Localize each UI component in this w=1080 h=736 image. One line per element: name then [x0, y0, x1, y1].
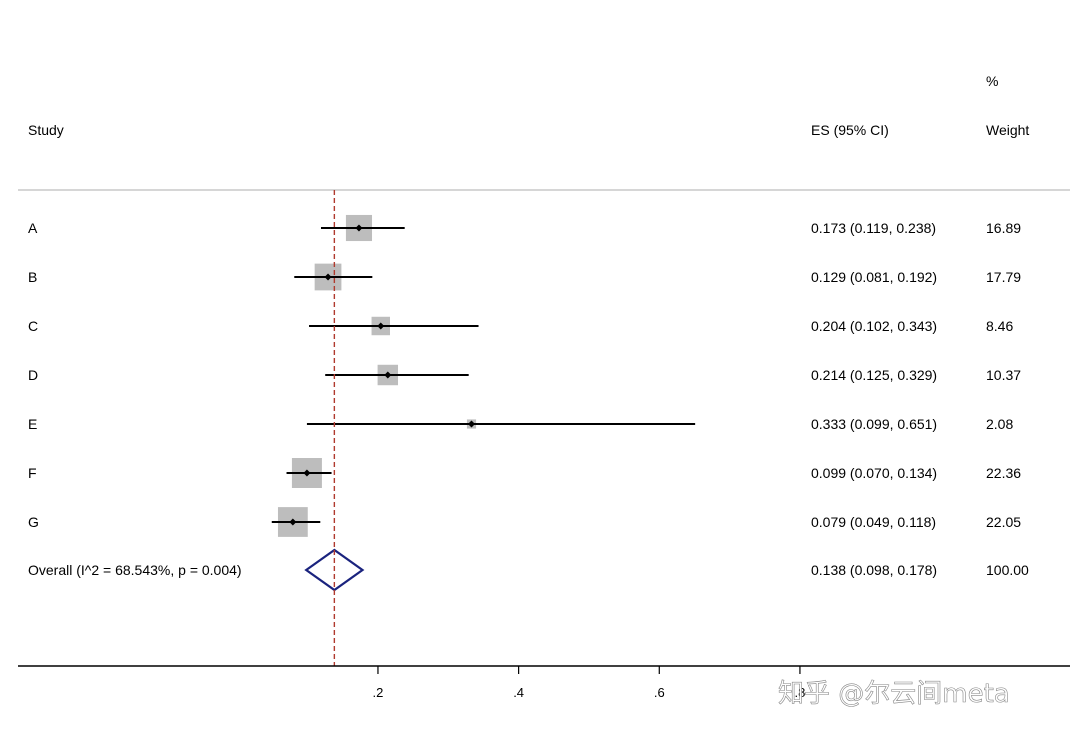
- overall-label: Overall (I^2 = 68.543%, p = 0.004): [28, 562, 242, 578]
- point-estimate-d: [384, 371, 392, 379]
- study-label-f: F: [28, 465, 37, 481]
- header-study: Study: [28, 122, 64, 138]
- study-weight-b: 17.79: [986, 269, 1021, 285]
- point-estimate-e: [467, 420, 475, 428]
- study-label-c: C: [28, 318, 38, 334]
- study-label-d: D: [28, 367, 38, 383]
- study-label-g: G: [28, 514, 39, 530]
- overall-diamond: [304, 548, 365, 592]
- study-weight-e: 2.08: [986, 416, 1013, 432]
- x-tick-label-08: .8: [795, 685, 806, 700]
- point-estimate-f: [303, 469, 311, 477]
- study-es-ci-f: 0.099 (0.070, 0.134): [811, 465, 937, 481]
- x-tick-label-06: .6: [654, 685, 665, 700]
- point-estimate-g: [289, 518, 297, 526]
- overall-es-ci: 0.138 (0.098, 0.178): [811, 562, 937, 578]
- study-label-a: A: [28, 220, 38, 236]
- x-axis-ticks: .2 .4 .6 .8: [373, 666, 806, 700]
- point-estimate-b: [324, 273, 332, 281]
- watermark-text: 知乎 @尔云间meta: [778, 679, 1010, 709]
- study-rows: A 0.173 (0.119, 0.238) 16.89 B 0.129 (0.081,…: [28, 214, 1021, 537]
- header-es-ci: ES (95% CI): [811, 122, 889, 138]
- study-es-ci-b: 0.129 (0.081, 0.192): [811, 269, 937, 285]
- header-weight-percent: %: [986, 73, 998, 89]
- point-estimate-c: [377, 322, 385, 330]
- study-es-ci-g: 0.079 (0.049, 0.118): [811, 514, 936, 530]
- point-estimate-a: [355, 224, 363, 232]
- study-es-ci-c: 0.204 (0.102, 0.343): [811, 318, 937, 334]
- x-tick-label-02: .2: [373, 685, 384, 700]
- study-label-b: B: [28, 269, 37, 285]
- study-weight-d: 10.37: [986, 367, 1021, 383]
- study-weight-c: 8.46: [986, 318, 1013, 334]
- study-es-ci-a: 0.173 (0.119, 0.238): [811, 220, 936, 236]
- study-weight-g: 22.05: [986, 514, 1021, 530]
- study-weight-a: 16.89: [986, 220, 1021, 236]
- study-weight-f: 22.36: [986, 465, 1021, 481]
- overall-weight: 100.00: [986, 562, 1029, 578]
- study-es-ci-d: 0.214 (0.125, 0.329): [811, 367, 937, 383]
- study-label-e: E: [28, 416, 37, 432]
- x-tick-label-04: .4: [513, 685, 524, 700]
- study-es-ci-e: 0.333 (0.099, 0.651): [811, 416, 937, 432]
- header-weight: Weight: [986, 122, 1029, 138]
